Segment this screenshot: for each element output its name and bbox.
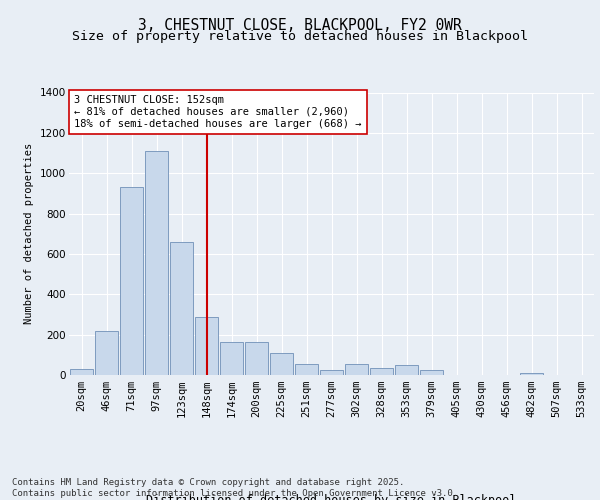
Bar	[395, 365, 418, 375]
Bar	[145, 151, 168, 375]
Text: 3, CHESTNUT CLOSE, BLACKPOOL, FY2 0WR: 3, CHESTNUT CLOSE, BLACKPOOL, FY2 0WR	[138, 18, 462, 32]
X-axis label: Distribution of detached houses by size in Blackpool: Distribution of detached houses by size …	[146, 494, 517, 500]
Bar	[195, 318, 218, 375]
Bar	[345, 364, 368, 375]
Bar	[370, 368, 393, 375]
Bar	[220, 342, 243, 375]
Bar	[170, 242, 193, 375]
Text: 3 CHESTNUT CLOSE: 152sqm
← 81% of detached houses are smaller (2,960)
18% of sem: 3 CHESTNUT CLOSE: 152sqm ← 81% of detach…	[74, 96, 362, 128]
Bar	[270, 353, 293, 375]
Text: Size of property relative to detached houses in Blackpool: Size of property relative to detached ho…	[72, 30, 528, 43]
Bar	[520, 373, 543, 375]
Bar	[320, 370, 343, 375]
Bar	[120, 188, 143, 375]
Bar	[95, 330, 118, 375]
Bar	[295, 364, 318, 375]
Y-axis label: Number of detached properties: Number of detached properties	[25, 143, 34, 324]
Bar	[245, 342, 268, 375]
Text: Contains HM Land Registry data © Crown copyright and database right 2025.
Contai: Contains HM Land Registry data © Crown c…	[12, 478, 458, 498]
Bar	[70, 369, 93, 375]
Bar	[420, 370, 443, 375]
